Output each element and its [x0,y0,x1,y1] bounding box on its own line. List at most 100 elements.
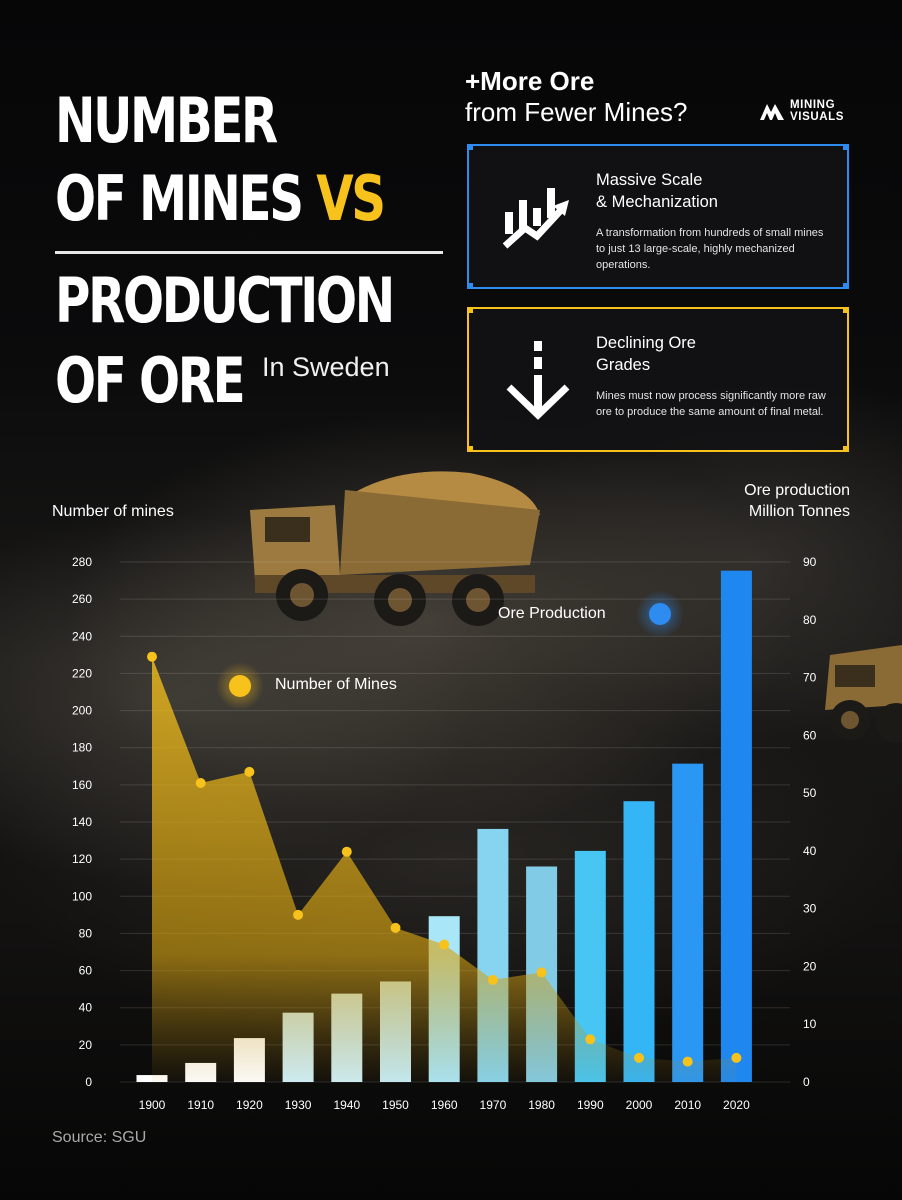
question-line-1: +More Ore [465,66,595,96]
title-line-1: NUMBER [55,84,278,157]
legend-ore-dot [649,603,671,625]
brand-logo: MINING VISUALS [760,99,844,123]
logo-text: MINING VISUALS [790,99,844,123]
left-tick-label: 140 [72,815,92,829]
mines-point-1930 [293,909,304,920]
left-tick-label: 0 [85,1075,92,1089]
right-tick-label: 90 [803,555,817,569]
left-tick-label: 280 [72,555,92,569]
mines-point-2000 [634,1052,644,1063]
title-line-2: OF MINES VS [55,168,386,230]
ore-bar-2020 [720,570,752,1082]
x-tick-label: 1960 [431,1098,458,1112]
card-corner [843,446,849,452]
x-tick-label: 2000 [626,1098,653,1112]
card-corner [467,446,473,452]
x-tick-label: 1930 [285,1098,312,1112]
left-axis-title: Number of mines [52,503,174,520]
right-tick-label: 10 [803,1017,817,1031]
down-arrow-icon [506,341,570,420]
title-line-3: PRODUCTION [55,264,395,337]
x-tick-label: 1910 [187,1098,214,1112]
ore-bar-2010 [672,763,704,1082]
info-card-grades: Declining Ore Grades Mines must now proce… [467,307,849,452]
right-tick-label: 70 [803,671,817,685]
haul-truck-illustration-2 [825,645,902,743]
card-corner [467,283,473,289]
x-tick-label: 1970 [480,1098,507,1112]
mines-point-1910 [195,778,206,788]
right-tick-label: 60 [803,728,817,742]
logo-line-1: MINING [790,99,836,111]
mines-point-1990 [585,1034,596,1045]
card-corner [467,144,473,150]
left-tick-label: 20 [79,1038,93,1052]
source-note: Source: SGU [52,1129,147,1146]
right-tick-label: 20 [803,959,817,973]
mines-point-1900 [147,651,157,662]
right-axis-title: Ore production Million Tonnes [700,481,850,523]
right-tick-label: 50 [803,786,817,800]
title-vs: VS [316,162,386,235]
mining-visuals-logo-icon [760,104,784,121]
right-axis-title-line-2: Million Tonnes [748,502,850,520]
left-tick-label: 200 [72,704,92,718]
mines-point-2010 [682,1056,693,1067]
ore-bar-2000 [623,801,655,1082]
mines-point-1920 [244,766,255,777]
card-title-line-1: Massive Scale [596,171,703,189]
mines-point-2020 [731,1052,742,1063]
legend-mines-label: Number of Mines [275,676,397,693]
card-corner [843,144,849,150]
card-title: Declining Ore Grades [596,333,696,377]
legend-ore-label: Ore Production [498,605,606,622]
title-line-4: OF ORE [55,344,246,417]
left-tick-label: 100 [72,889,92,903]
growth-chart-icon [503,188,569,249]
card-title-line-2: Grades [596,355,651,374]
card-corner [843,307,849,313]
x-tick-label: 1900 [139,1098,166,1112]
card-corner [467,307,473,313]
question-line-2: from Fewer Mines? [465,97,688,127]
card-title-line-2: & Mechanization [596,192,718,211]
left-tick-label: 180 [72,741,92,755]
card-title-line-1: Declining Ore [596,334,696,352]
title-divider [55,251,443,254]
mines-area [152,656,737,1082]
left-tick-label: 240 [72,629,92,643]
card-body: Mines must now process significantly mor… [596,390,826,418]
card-title: Massive Scale & Mechanization [596,170,718,214]
mines-point-1940 [341,846,352,857]
left-tick-label: 160 [72,778,92,792]
x-tick-label: 1940 [333,1098,360,1112]
x-tick-label: 2010 [674,1098,701,1112]
right-tick-label: 30 [803,902,817,916]
x-tick-label: 1990 [577,1098,604,1112]
right-tick-label: 0 [803,1075,810,1089]
logo-line-2: VISUALS [790,111,845,124]
haul-truck-illustration [250,471,540,626]
mines-point-1980 [536,967,547,978]
x-tick-label: 1950 [382,1098,409,1112]
title-line-2-text: OF MINES [55,162,317,235]
right-axis-title-line-1: Ore production [744,482,850,499]
left-tick-label: 120 [72,852,92,866]
info-card-scale: Massive Scale & Mechanization A transform… [467,144,849,289]
left-tick-label: 80 [79,926,93,940]
card-body: A transformation from hundreds of small … [596,227,824,271]
left-tick-label: 60 [79,964,93,978]
left-tick-label: 220 [72,666,92,680]
mines-point-1950 [390,922,401,933]
title-suffix: In Sweden [262,352,390,382]
x-tick-label: 2020 [723,1098,750,1112]
legend-mines-dot [229,675,251,697]
left-tick-label: 260 [72,592,92,606]
x-tick-label: 1920 [236,1098,263,1112]
mines-point-1970 [487,974,498,985]
left-tick-label: 40 [79,1001,93,1015]
right-tick-label: 40 [803,844,817,858]
card-corner [843,283,849,289]
x-tick-label: 1980 [528,1098,555,1112]
